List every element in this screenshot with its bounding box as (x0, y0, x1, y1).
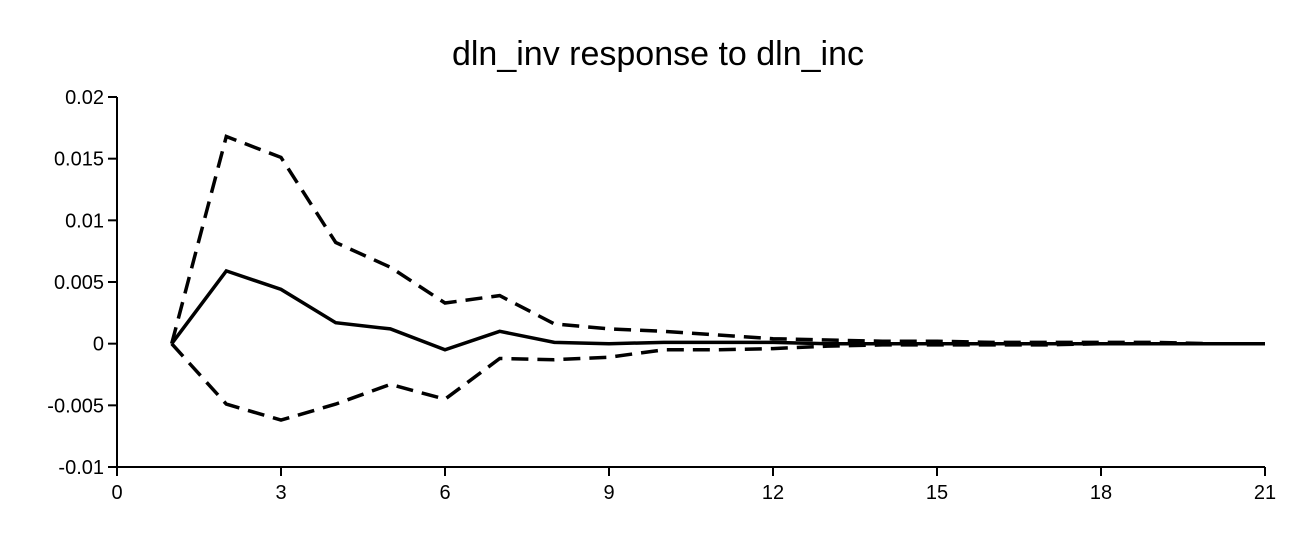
y-tick-label: 0.015 (54, 149, 104, 171)
y-tick-label: 0.02 (65, 87, 104, 109)
x-tick-label: 9 (603, 482, 614, 504)
y-tick-label: -0.005 (47, 395, 104, 417)
chart-title: dln_inv response to dln_inc (452, 35, 864, 73)
series-layer (170, 134, 1265, 422)
x-tick-label: 12 (762, 482, 784, 504)
x-tick-label: 6 (439, 482, 450, 504)
x-tick-label: 0 (111, 482, 122, 504)
y-tick-label: -0.01 (58, 457, 104, 479)
upper-band-line (170, 134, 1265, 346)
lower-band-line (170, 341, 1265, 422)
y-tick-label: 0.01 (65, 210, 104, 232)
y-tick-label: 0 (93, 334, 104, 356)
axes: 0.02 0.015 0.01 0.005 0 -0.005 -0.01 0 3 6 9 12 15 18… (47, 87, 1276, 504)
x-tick-label: 21 (1254, 482, 1276, 504)
x-tick-label: 15 (926, 482, 948, 504)
x-tick-label: 3 (275, 482, 286, 504)
y-tick-label: 0.005 (54, 272, 104, 294)
x-tick-label: 18 (1090, 482, 1112, 504)
response-line (170, 268, 1265, 352)
